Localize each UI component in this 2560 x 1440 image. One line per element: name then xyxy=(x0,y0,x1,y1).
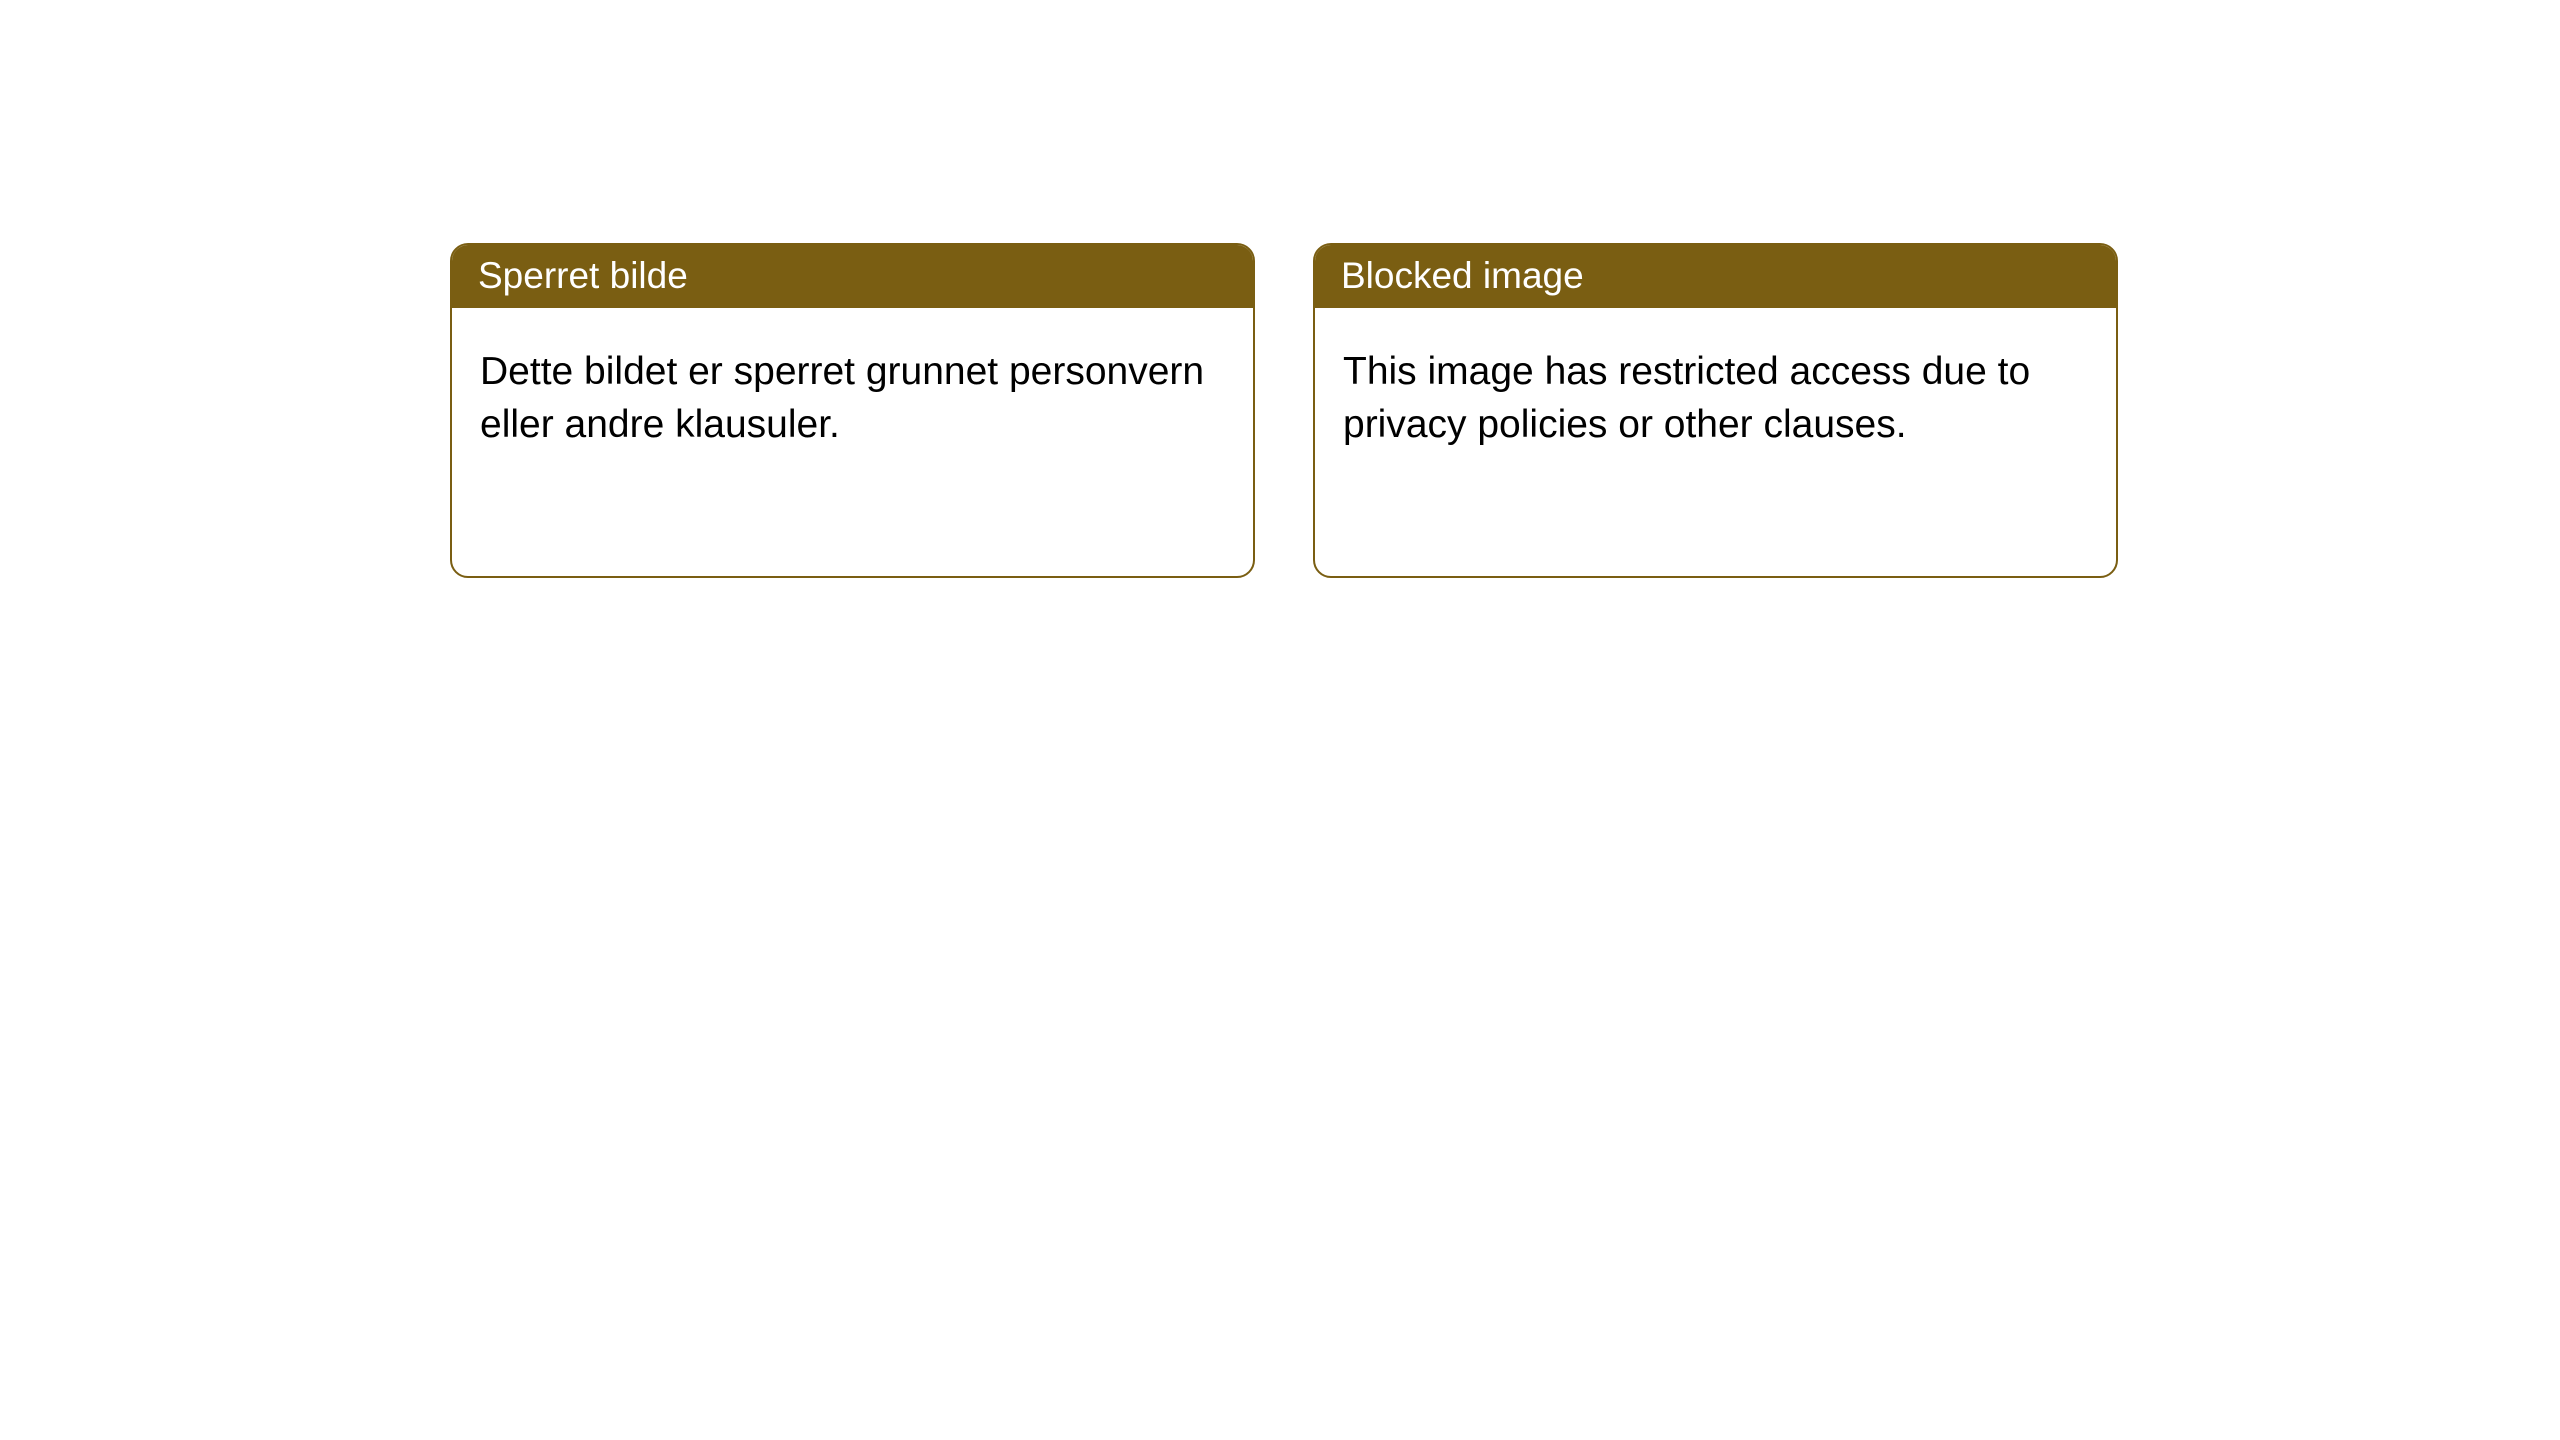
notice-container: Sperret bilde Dette bildet er sperret gr… xyxy=(0,0,2560,578)
notice-body-text: Dette bildet er sperret grunnet personve… xyxy=(480,350,1204,446)
notice-header: Sperret bilde xyxy=(452,245,1253,308)
notice-body-text: This image has restricted access due to … xyxy=(1343,350,2030,446)
notice-box-english: Blocked image This image has restricted … xyxy=(1313,243,2118,578)
notice-body: This image has restricted access due to … xyxy=(1315,308,2116,479)
notice-title: Blocked image xyxy=(1341,255,1584,296)
notice-header: Blocked image xyxy=(1315,245,2116,308)
notice-box-norwegian: Sperret bilde Dette bildet er sperret gr… xyxy=(450,243,1255,578)
notice-title: Sperret bilde xyxy=(478,255,688,296)
notice-body: Dette bildet er sperret grunnet personve… xyxy=(452,308,1253,479)
